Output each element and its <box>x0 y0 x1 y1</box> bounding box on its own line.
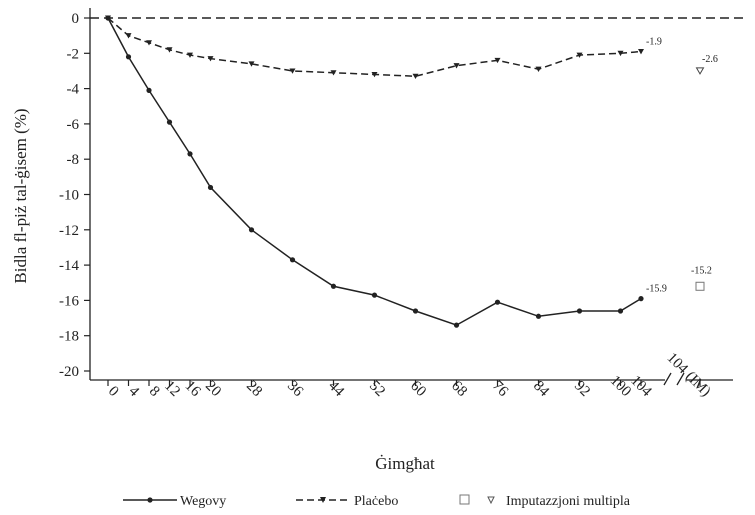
y-axis-ticks: 0 -2 -4 -6 -8 -10 -12 -14 -16 -18 -20 <box>59 11 90 380</box>
data-point-placebo <box>166 47 173 53</box>
y-tick-label: -16 <box>59 293 79 309</box>
y-tick-label: -18 <box>59 329 79 345</box>
x-tick-label: 52 <box>366 378 388 400</box>
data-point-wegovy <box>638 296 644 302</box>
data-point-placebo <box>330 70 337 76</box>
imputed-label-wegovy: -15.2 <box>691 265 712 276</box>
x-tick-label: 60 <box>407 378 429 400</box>
series-layer: -15.9 -15.2 -1.9 -2.6 <box>105 15 718 328</box>
imputed-label-placebo: -2.6 <box>702 54 718 65</box>
x-tick-label: 84 <box>530 378 552 400</box>
data-point-wegovy <box>289 257 296 263</box>
y-tick-label: -8 <box>67 152 80 168</box>
data-point-placebo <box>125 33 132 39</box>
legend-label-wegovy: Wegovy <box>180 494 226 509</box>
legend-marker-wegovy <box>147 497 153 503</box>
data-point-wegovy <box>207 184 214 191</box>
x-tick-label: 76 <box>489 378 511 400</box>
data-point-placebo <box>105 15 111 21</box>
data-point-placebo <box>289 68 296 74</box>
data-point-wegovy <box>330 283 337 289</box>
y-tick-label: -20 <box>59 364 79 380</box>
y-axis-label: Bidla fl-piż tal-ġisem (%) <box>11 108 30 283</box>
data-point-wegovy <box>412 308 419 314</box>
data-point-wegovy <box>576 308 583 314</box>
data-point-wegovy <box>617 308 624 314</box>
legend: Wegovy Plaċebo Imputazzjoni multipla <box>123 494 631 509</box>
legend-marker-imputation-square <box>459 494 470 505</box>
legend-marker-placebo <box>320 497 326 503</box>
data-point-placebo <box>576 52 583 58</box>
data-point-placebo <box>371 71 378 78</box>
x-tick-label: 44 <box>325 378 347 400</box>
x-tick-label: 0 <box>105 383 122 400</box>
x-tick-label: 8 <box>146 383 163 400</box>
data-point-wegovy <box>453 322 460 328</box>
x-tick-label: 36 <box>284 378 306 400</box>
x-tick-label: 28 <box>243 378 265 400</box>
y-tick-label: -10 <box>59 188 79 204</box>
data-point-wegovy <box>248 227 255 233</box>
end-label-wegovy: -15.9 <box>646 284 667 295</box>
y-tick-label: -12 <box>59 223 79 239</box>
imputed-marker-placebo <box>695 67 705 75</box>
y-tick-label: -6 <box>67 117 80 133</box>
x-tick-label: 68 <box>448 378 470 400</box>
y-tick-label: -14 <box>59 258 79 274</box>
y-tick-label: -4 <box>67 82 80 98</box>
x-tick-label: 92 <box>571 378 593 400</box>
data-point-wegovy <box>125 54 132 60</box>
y-tick-label: 0 <box>72 11 80 27</box>
data-point-placebo <box>494 57 501 64</box>
data-point-placebo <box>207 56 214 62</box>
data-point-placebo <box>146 40 152 46</box>
x-tick-label: 12 <box>161 378 183 400</box>
legend-label-imputation: Imputazzjoni multipla <box>506 494 631 509</box>
end-label-placebo: -1.9 <box>646 37 662 48</box>
x-tick-label: 20 <box>202 378 224 400</box>
data-point-placebo <box>248 61 255 67</box>
data-point-wegovy <box>146 87 152 93</box>
data-point-placebo <box>187 52 193 58</box>
x-tick-label: 16 <box>182 378 204 400</box>
data-point-placebo <box>412 73 419 80</box>
x-tick-label: 104 (IM) <box>664 350 714 400</box>
plot-area <box>89 8 733 386</box>
axis-break-mark <box>676 372 685 386</box>
imputed-marker-wegovy <box>695 281 705 291</box>
data-point-wegovy <box>371 292 378 298</box>
data-point-placebo <box>638 49 644 55</box>
x-axis-label: Ġimgħat <box>375 454 435 473</box>
legend-label-placebo: Plaċebo <box>354 494 398 509</box>
data-point-placebo <box>535 66 542 72</box>
data-point-wegovy <box>535 313 542 319</box>
legend-marker-imputation-triangle <box>487 496 495 505</box>
data-point-placebo <box>617 50 624 57</box>
data-point-placebo <box>453 63 460 69</box>
data-point-wegovy <box>166 119 173 125</box>
data-point-wegovy <box>187 151 193 157</box>
axis-break-mark <box>663 372 672 386</box>
data-point-wegovy <box>494 299 501 305</box>
series-line-wegovy <box>107 17 642 326</box>
y-tick-label: -2 <box>67 46 80 62</box>
x-tick-label: 104 <box>627 373 655 401</box>
series-line-placebo <box>107 17 642 77</box>
